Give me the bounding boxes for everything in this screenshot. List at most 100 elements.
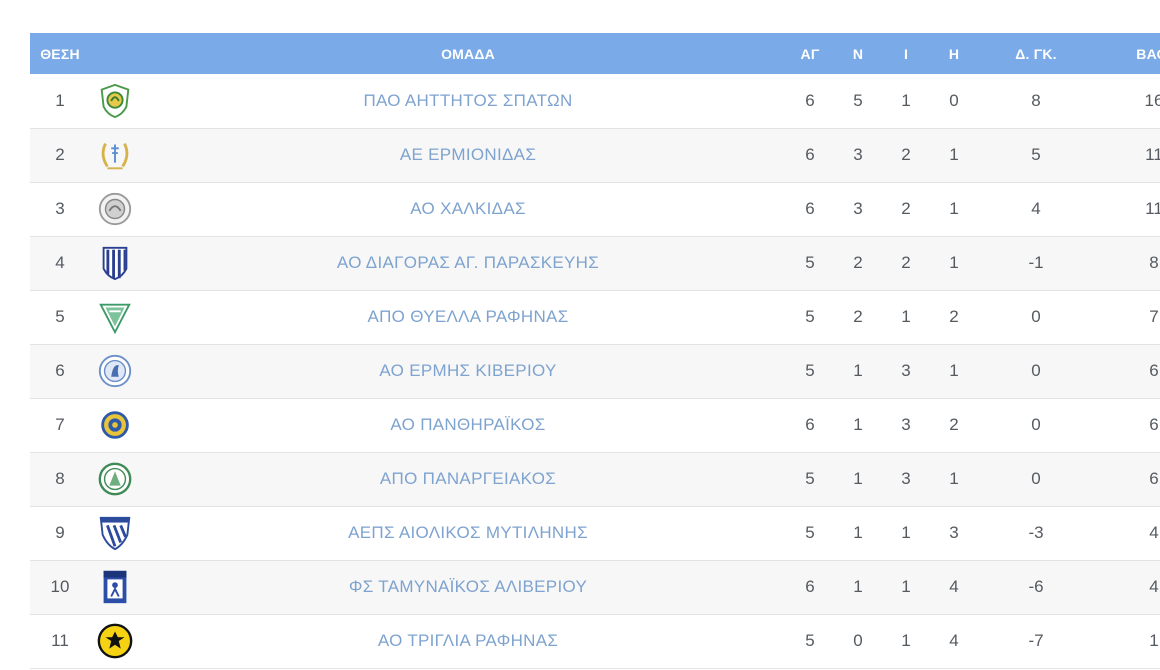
header-position[interactable]: ΘΕΣΗ [40,45,80,62]
played-cell: 6 [805,90,815,110]
header-points[interactable]: ΒΑΘ. [1136,45,1160,62]
header-drawn[interactable]: Ι [903,45,909,62]
position-cell: 7 [55,415,65,434]
won-cell: 1 [853,361,863,380]
team-logo-cell [90,560,150,614]
team-logo-cell [90,614,150,668]
team-name-link[interactable]: ΑΟ ΠΑΝΘΗΡΑΪΚΟΣ [390,415,546,434]
drawn-cell: 1 [901,523,911,542]
team-name-cell: ΠΑΟ ΑΗΤΤΗΤΟΣ ΣΠΑΤΩΝ [150,74,786,128]
team-logo-cell [90,452,150,506]
points-cell: 8 [1149,253,1159,272]
table-row: 1 ΠΑΟ ΑΗΤΤΗΤΟΣ ΣΠΑΤΩΝ 6 5 1 0 8 16 [30,74,1160,128]
goal-difference-cell: -6 [1028,577,1044,596]
points-cell: 1 [1149,631,1159,650]
team-name-link[interactable]: ΑΟ ΕΡΜΗΣ ΚΙΒΕΡΙΟΥ [379,361,557,380]
won-cell: 3 [853,199,863,218]
played-cell: 5 [805,307,815,326]
table-row: 5 ΑΠΟ ΘΥΕΛΛΑ ΡΑΦΗΝΑΣ 5 2 1 2 0 7 [30,290,1160,344]
yellow-blue-round-badge-icon [96,406,134,444]
position-cell: 10 [50,577,70,596]
team-logo-cell [90,182,150,236]
blue-square-crest-icon [96,568,134,606]
team-logo-cell [90,506,150,560]
points-cell: 4 [1149,523,1159,542]
goal-difference-cell: 0 [1031,469,1041,488]
played-cell: 5 [805,469,815,488]
position-cell: 9 [55,523,65,542]
team-logo-cell [90,236,150,290]
drawn-cell: 1 [901,631,911,650]
won-cell: 2 [853,307,863,326]
team-name-link[interactable]: ΑΠΟ ΠΑΝΑΡΓΕΙΑΚΟΣ [379,469,557,488]
position-cell: 2 [55,145,65,164]
lost-cell: 1 [949,199,959,218]
points-cell: 6 [1149,415,1159,434]
standings-table: ΘΕΣΗ ΟΜΑΔΑ ΑΓ Ν Ι Η Δ. ΓΚ. ΒΑΘ. 1 ΠΑΟ ΑΗΤ… [30,33,1160,669]
lost-cell: 4 [949,577,959,596]
drawn-cell: 1 [901,577,911,596]
team-name-link[interactable]: ΦΣ ΤΑΜΥΝΑΪΚΟΣ ΑΛΙΒΕΡΙΟΥ [348,577,588,596]
team-name-cell: ΑΠΟ ΠΑΝΑΡΓΕΙΑΚΟΣ [150,452,786,506]
team-logo-cell [90,74,150,128]
team-name-link[interactable]: ΑΟ ΔΙΑΓΟΡΑΣ ΑΓ. ΠΑΡΑΣΚΕΥΗΣ [336,253,600,272]
goal-difference-cell: 0 [1031,361,1041,380]
team-name-link[interactable]: ΠΑΟ ΑΗΤΤΗΤΟΣ ΣΠΑΤΩΝ [363,90,573,110]
team-name-link[interactable]: ΑΕ ΕΡΜΙΟΝΙΔΑΣ [399,145,537,164]
table-header-row: ΘΕΣΗ ΟΜΑΔΑ ΑΓ Ν Ι Η Δ. ΓΚ. ΒΑΘ. [30,33,1160,74]
header-played[interactable]: ΑΓ [800,45,820,62]
laurel-wreath-crest-icon [96,136,134,174]
played-cell: 5 [805,523,815,542]
table-row: 10 ΦΣ ΤΑΜΥΝΑΪΚΟΣ ΑΛΙΒΕΡΙΟΥ 6 1 1 4 -6 4 [30,560,1160,614]
table-row: 8 ΑΠΟ ΠΑΝΑΡΓΕΙΑΚΟΣ 5 1 3 1 0 6 [30,452,1160,506]
points-cell: 7 [1149,307,1159,326]
won-cell: 1 [853,577,863,596]
won-cell: 1 [853,415,863,434]
header-won[interactable]: Ν [852,45,864,62]
lost-cell: 1 [949,145,959,164]
points-cell: 11 [1145,199,1160,218]
drawn-cell: 2 [901,145,911,164]
played-cell: 5 [805,253,815,272]
team-name-cell: ΑΟ ΤΡΙΓΛΙΑ ΡΑΦΗΝΑΣ [150,614,786,668]
team-logo-cell [90,128,150,182]
goal-difference-cell: 5 [1031,145,1041,164]
team-name-cell: ΑΟ ΧΑΛΚΙΔΑΣ [150,182,786,236]
table-body: 1 ΠΑΟ ΑΗΤΤΗΤΟΣ ΣΠΑΤΩΝ 6 5 1 0 8 16 2 ΑΕ ΕΡΜΙΟΝΙΔΑ… [30,74,1160,668]
points-cell: 16 [1144,90,1160,110]
points-cell: 6 [1149,469,1159,488]
team-logo-cell [90,398,150,452]
blue-round-seal-icon [96,352,134,390]
team-logo-cell [90,290,150,344]
goal-difference-cell: -1 [1028,253,1044,272]
blue-white-striped-shield-icon [96,244,134,282]
team-name-link[interactable]: ΑΠΟ ΘΥΕΛΛΑ ΡΑΦΗΝΑΣ [367,307,569,326]
lost-cell: 2 [949,415,959,434]
drawn-cell: 3 [901,469,911,488]
table-row: 2 ΑΕ ΕΡΜΙΟΝΙΔΑΣ 6 3 2 1 5 11 [30,128,1160,182]
table-row: 3 ΑΟ ΧΑΛΚΙΔΑΣ 6 3 2 1 4 11 [30,182,1160,236]
team-name-link[interactable]: ΑΟ ΧΑΛΚΙΔΑΣ [410,199,526,218]
won-cell: 2 [853,253,863,272]
team-name-link[interactable]: ΑΟ ΤΡΙΓΛΙΑ ΡΑΦΗΝΑΣ [377,631,559,650]
played-cell: 6 [805,415,815,434]
position-cell: 1 [55,90,65,110]
header-goal-difference[interactable]: Δ. ΓΚ. [1015,45,1057,62]
header-lost[interactable]: Η [948,45,960,62]
position-cell: 6 [55,361,65,380]
points-cell: 4 [1149,577,1159,596]
team-name-link[interactable]: ΑΕΠΣ ΑΙΟΛΙΚΟΣ ΜΥΤΙΛΗΝΗΣ [348,523,588,542]
played-cell: 6 [805,577,815,596]
goal-difference-cell: -3 [1028,523,1044,542]
green-pennant-crest-icon [96,298,134,336]
drawn-cell: 3 [901,361,911,380]
header-team[interactable]: ΟΜΑΔΑ [441,45,495,62]
green-shield-crest-icon [96,82,134,120]
position-cell: 8 [55,469,65,488]
position-cell: 11 [51,631,69,650]
goal-difference-cell: 0 [1031,307,1041,326]
played-cell: 5 [805,631,815,650]
team-name-cell: ΑΕΠΣ ΑΙΟΛΙΚΟΣ ΜΥΤΙΛΗΝΗΣ [150,506,786,560]
drawn-cell: 2 [901,253,911,272]
won-cell: 1 [853,469,863,488]
